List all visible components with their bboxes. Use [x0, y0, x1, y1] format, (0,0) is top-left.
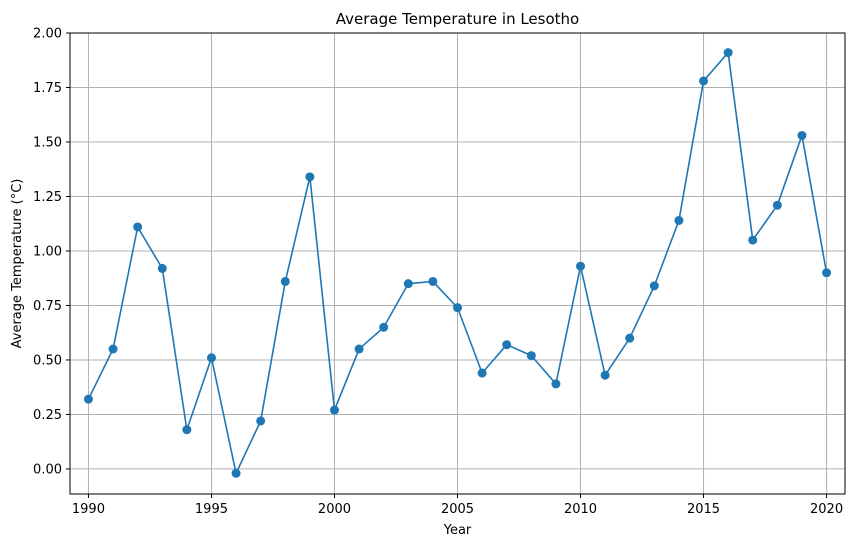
data-point — [453, 303, 462, 313]
y-tick-label: 0.00 — [33, 462, 62, 477]
chart-title: Average Temperature in Lesotho — [336, 10, 579, 28]
y-tick-label: 1.50 — [33, 135, 62, 150]
data-point — [699, 76, 709, 86]
x-tick-label: 2015 — [687, 502, 720, 517]
y-axis-label: Average Temperature (°C) — [10, 179, 25, 349]
x-tick-label: 2005 — [441, 502, 474, 517]
x-tick-label: 1990 — [72, 502, 105, 517]
data-point — [723, 48, 733, 58]
data-point — [280, 276, 290, 286]
data-point — [182, 425, 192, 435]
data-point — [83, 394, 93, 404]
data-point — [108, 344, 118, 354]
data-point — [428, 276, 438, 286]
data-point — [354, 344, 364, 354]
y-tick-label: 1.00 — [33, 244, 62, 259]
data-point — [502, 340, 512, 350]
data-point — [674, 215, 684, 225]
data-point — [576, 261, 586, 271]
data-point — [305, 172, 315, 182]
data-point — [379, 322, 389, 332]
data-point — [600, 370, 610, 380]
data-point — [329, 405, 339, 415]
data-point — [256, 416, 266, 426]
y-axis-ticks: 0.00 0.25 0.50 0.75 1.00 1.25 1.50 1.75 2.00 — [33, 27, 70, 477]
data-point — [797, 130, 807, 140]
y-tick-label: 0.75 — [33, 299, 62, 314]
data-point — [772, 200, 782, 210]
data-point — [625, 333, 635, 343]
y-tick-label: 1.25 — [33, 190, 62, 205]
data-point — [133, 222, 143, 232]
y-tick-label: 0.50 — [33, 353, 62, 368]
x-tick-label: 1995 — [195, 502, 228, 517]
data-point — [477, 368, 487, 378]
x-axis-label: Year — [443, 523, 472, 538]
data-point — [526, 351, 536, 361]
y-tick-label: 1.75 — [33, 81, 62, 96]
y-tick-label: 2.00 — [33, 27, 62, 42]
data-point — [822, 268, 832, 278]
x-tick-label: 2000 — [318, 502, 351, 517]
x-axis-ticks: 1990 1995 2000 2005 2010 2015 2020 — [72, 494, 843, 517]
series-layer — [83, 48, 832, 478]
x-tick-label: 2010 — [564, 502, 597, 517]
data-point — [206, 353, 216, 363]
y-tick-label: 0.25 — [33, 408, 62, 423]
x-tick-label: 2020 — [810, 502, 843, 517]
data-point — [403, 279, 413, 289]
data-point — [231, 468, 241, 478]
data-point — [157, 263, 167, 273]
data-point — [748, 235, 758, 245]
data-point — [551, 379, 561, 389]
data-point — [649, 281, 659, 291]
